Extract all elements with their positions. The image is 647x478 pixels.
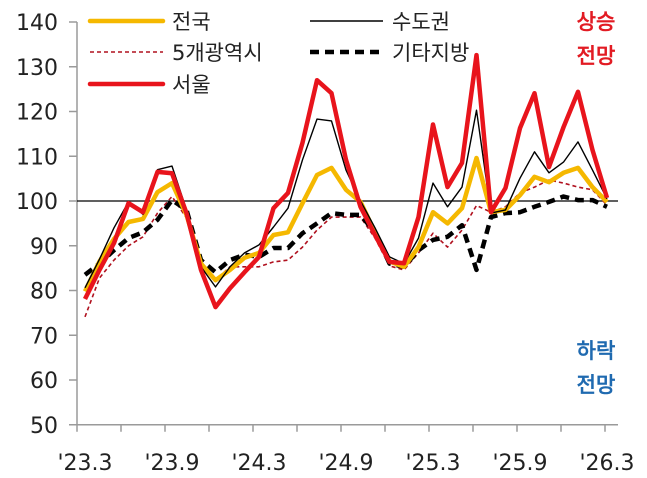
series-line-전국 (82, 155, 609, 293)
legend-label-5-metro: 5개광역시 (172, 41, 263, 65)
x-tick-label: '25.9 (492, 451, 547, 476)
annotation-up-outlook: 상승 전망 (577, 10, 616, 68)
y-tick-label: 140 (16, 11, 58, 36)
legend-label-other-regions: 기타지방 (392, 41, 469, 65)
x-axis: '23.3 '23.9 '24.3 '24.9 '25.3 '25.9 '26.3 (57, 424, 635, 476)
x-tick-label: '26.3 (579, 451, 634, 476)
x-tick-label: '23.3 (57, 451, 112, 476)
x-tick-label: '24.9 (318, 451, 373, 476)
y-tick-label: 60 (30, 369, 58, 394)
annotation-up-line1: 상승 (577, 10, 616, 34)
annotation-up-line2: 전망 (577, 44, 616, 68)
series-layer (82, 52, 610, 318)
legend-label-seoul: 서울 (172, 73, 211, 97)
series-line-기타지방 (83, 194, 608, 277)
annotation-down-line2: 전망 (577, 373, 616, 397)
legend-label-capital-area: 수도권 (392, 10, 450, 34)
legend: 전국 5개광역시 서울 수도권 기타지방 (87, 10, 469, 97)
annotation-down-outlook: 하락 전망 (577, 339, 616, 397)
series-line-수도권 (84, 109, 608, 289)
y-tick-label: 100 (16, 190, 58, 215)
y-axis: 50 60 70 80 90 100 110 120 130 140 (16, 11, 78, 439)
annotation-down-line1: 하락 (577, 339, 616, 363)
y-tick-label: 80 (30, 280, 58, 305)
y-tick-label: 90 (30, 235, 58, 260)
y-tick-label: 110 (16, 145, 58, 170)
x-tick-label: '25.3 (405, 451, 460, 476)
x-tick-label: '24.3 (231, 451, 286, 476)
legend-label-national: 전국 (172, 10, 211, 34)
y-tick-label: 50 (30, 414, 58, 439)
y-tick-label: 120 (16, 101, 58, 126)
x-tick-label: '23.9 (144, 451, 199, 476)
y-tick-label: 70 (30, 324, 58, 349)
y-tick-label: 130 (16, 56, 58, 81)
series-line-서울 (82, 52, 610, 310)
